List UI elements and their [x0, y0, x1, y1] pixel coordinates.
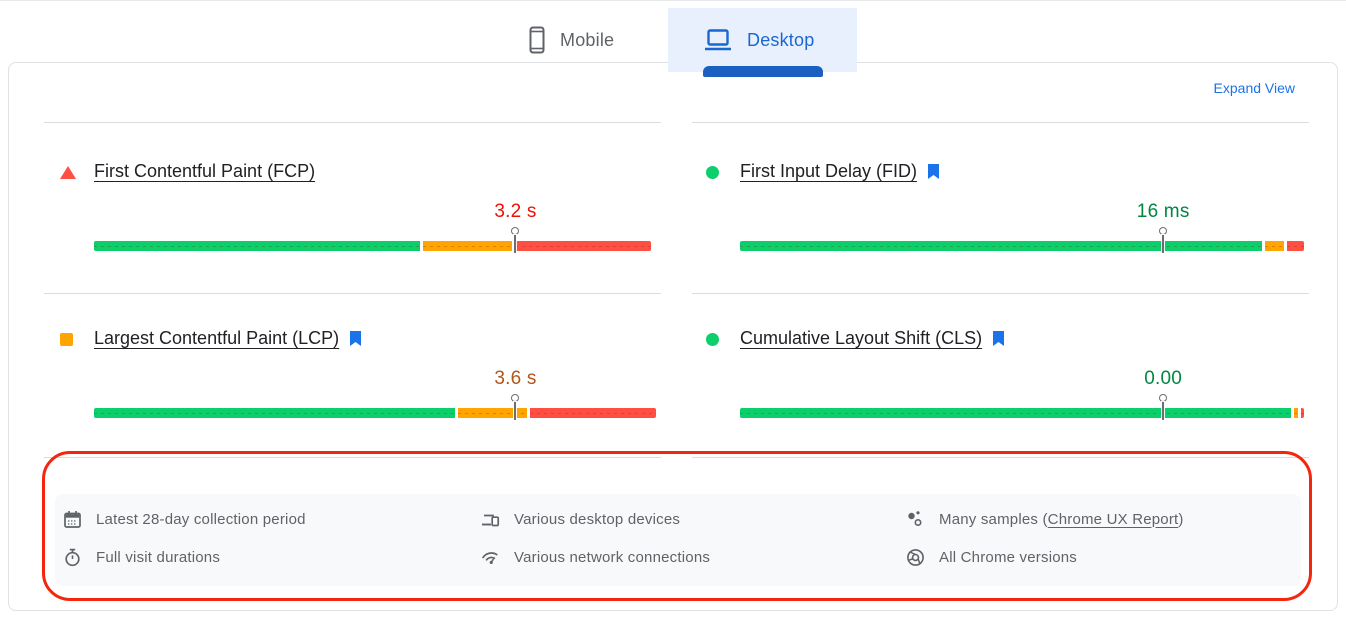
metadata-label: Latest 28-day collection period: [96, 510, 306, 528]
tab-mobile[interactable]: Mobile: [528, 20, 614, 60]
metric-cls-value: 0.00: [1144, 368, 1183, 389]
metadata-label: Various network connections: [514, 548, 711, 566]
divider: [692, 293, 1309, 294]
bar-average-segment: [458, 408, 527, 418]
divider: [692, 457, 1309, 458]
metadata-connections: Various network connections: [481, 546, 710, 568]
metric-fcp-value: 3.2 s: [494, 201, 537, 222]
metadata-label: All Chrome versions: [939, 548, 1078, 566]
bookmark-icon[interactable]: [927, 163, 940, 180]
bar-average-segment: [1294, 408, 1299, 418]
bar-good-segment: [740, 241, 1263, 251]
metric-lcp-title[interactable]: Largest Contentful Paint (LCP): [94, 328, 340, 348]
metadata-label: Various desktop devices: [514, 510, 681, 528]
bar-good-segment: [740, 408, 1292, 418]
metric-cls-distribution: [740, 408, 1305, 418]
samples-dots-icon: [908, 510, 922, 526]
average-square-icon: [60, 333, 73, 346]
metric-cls: Cumulative Layout Shift (CLS) 0.00: [706, 328, 1305, 428]
tab-mobile-label: Mobile: [560, 29, 615, 50]
expand-view-link[interactable]: Expand View: [1213, 80, 1295, 96]
metadata-label: Full visit durations: [96, 548, 221, 566]
divider: [44, 122, 661, 123]
divider: [44, 293, 661, 294]
metric-fcp-title[interactable]: First Contentful Paint (FCP): [94, 161, 316, 181]
device-tabbar: Mobile Desktop: [0, 0, 1346, 77]
bar-good-segment: [94, 241, 420, 251]
good-circle-icon: [706, 166, 719, 179]
divider: [44, 457, 661, 458]
value-marker-pin: [1159, 227, 1168, 253]
value-marker-pin: [511, 394, 520, 420]
value-marker-pin: [1159, 394, 1168, 420]
metric-fid-value: 16 ms: [1136, 201, 1190, 222]
metric-fid-distribution: [740, 241, 1305, 251]
bar-poor-segment: [1301, 408, 1305, 418]
divider: [692, 122, 1309, 123]
metric-lcp-distribution: [94, 408, 659, 418]
samples-prefix: Many samples (: [939, 510, 1048, 528]
metric-cls-title[interactable]: Cumulative Layout Shift (CLS): [740, 328, 983, 348]
bar-poor-segment: [1287, 241, 1304, 251]
metric-lcp: Largest Contentful Paint (LCP) 3.6 s: [60, 328, 659, 428]
bookmark-icon[interactable]: [349, 330, 362, 347]
bookmark-icon[interactable]: [992, 330, 1005, 347]
bar-average-segment: [1265, 241, 1285, 251]
devices-icon: [482, 514, 500, 526]
bar-poor-segment: [514, 241, 652, 251]
metadata-chrome-versions: All Chrome versions: [906, 546, 1077, 568]
tab-desktop[interactable]: Desktop: [703, 20, 814, 60]
metric-fid-title[interactable]: First Input Delay (FID): [740, 161, 918, 181]
value-marker-pin: [511, 227, 520, 253]
metric-lcp-value: 3.6 s: [494, 368, 537, 389]
metadata-collection-period: Latest 28-day collection period: [63, 508, 306, 530]
samples-suffix: ): [1178, 510, 1184, 528]
metadata-visit-durations: Full visit durations: [63, 546, 220, 568]
metadata-label: Many samples (Chrome UX Report): [939, 511, 1184, 528]
tab-desktop-label: Desktop: [747, 29, 815, 50]
good-circle-icon: [706, 333, 719, 346]
tab-desktop-highlight: [668, 8, 857, 72]
metric-fcp-distribution: [94, 241, 659, 251]
bar-poor-segment: [529, 408, 656, 418]
laptop-icon: [705, 29, 731, 51]
metadata-samples: Many samples (Chrome UX Report): [906, 508, 1184, 530]
collection-metadata-panel: Latest 28-day collection period Full vis…: [55, 494, 1301, 586]
chrome-ux-report-link[interactable]: Chrome UX Report: [1047, 510, 1179, 528]
wifi-network-icon: [481, 551, 498, 564]
top-divider: [0, 0, 1346, 1]
chrome-icon: [907, 548, 924, 566]
metadata-devices: Various desktop devices: [481, 508, 680, 530]
metric-fcp: First Contentful Paint (FCP) 3.2 s: [60, 161, 659, 261]
tab-active-indicator: [703, 66, 823, 77]
poor-triangle-icon: [60, 166, 76, 179]
calendar-icon: [64, 510, 81, 528]
phone-icon: [529, 26, 545, 54]
stopwatch-icon: [65, 548, 80, 566]
bar-average-segment: [423, 241, 512, 251]
bar-good-segment: [94, 408, 456, 418]
metric-fid: First Input Delay (FID) 16 ms: [706, 161, 1305, 261]
